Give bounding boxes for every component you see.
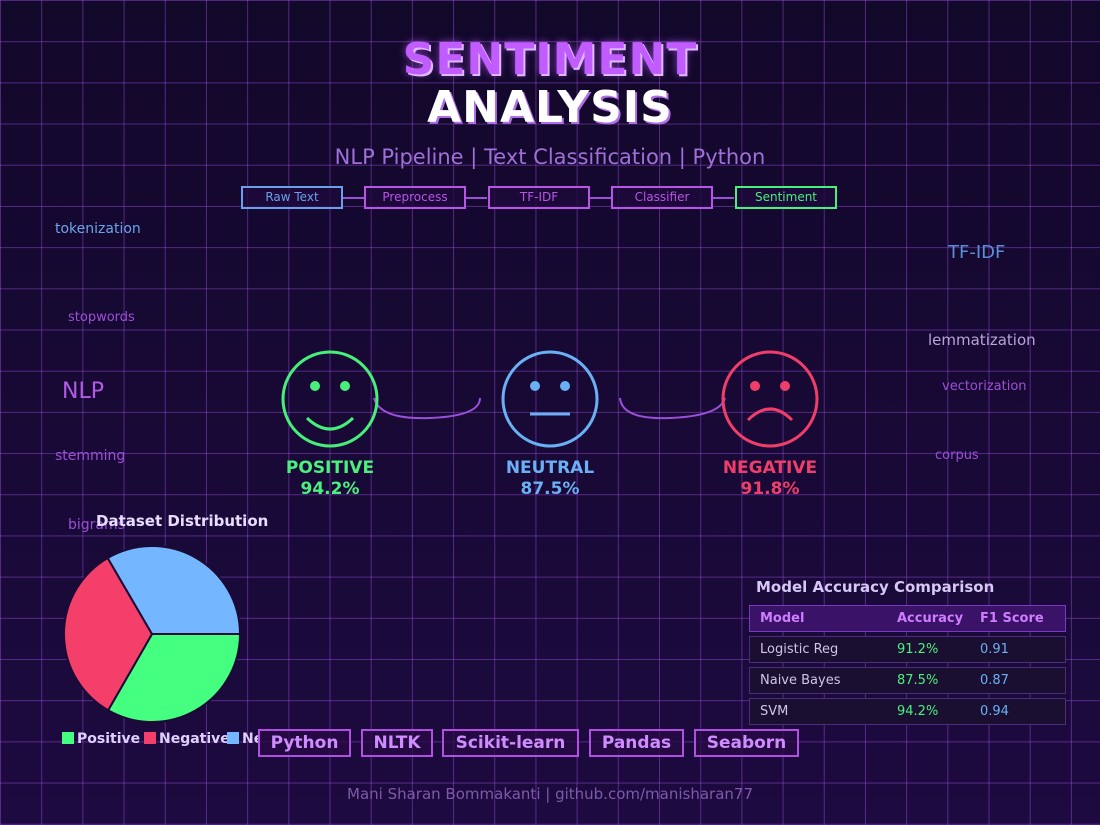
legend-label: Ne <box>242 731 259 747</box>
word-bigrams: bigrams <box>68 517 125 533</box>
pipeline-step-tfidf: TF-IDF <box>488 186 590 209</box>
cell-accuracy: 94.2% <box>897 704 939 719</box>
pie-chart <box>63 545 242 723</box>
neutral-label: NEUTRAL <box>505 458 595 478</box>
header-f1: F1 Score <box>980 611 1044 626</box>
face-connector <box>373 397 481 420</box>
face-connector <box>619 397 726 420</box>
neutral-face-icon <box>501 350 599 448</box>
pipeline-step-sentiment: Sentiment <box>735 186 837 209</box>
cell-f1: 0.87 <box>980 673 1009 688</box>
table-row: Naive Bayes 87.5% 0.87 <box>749 667 1066 694</box>
legend-swatch-neutral <box>227 732 239 744</box>
title-line-1: SENTIMENT <box>402 34 698 85</box>
legend-label: Positive <box>77 731 141 747</box>
legend-negative: Negative <box>144 731 230 747</box>
header-accuracy: Accuracy <box>897 611 964 626</box>
negative-label: NEGATIVE <box>722 458 818 478</box>
pie-slice-negative <box>63 556 154 712</box>
legend-swatch-negative <box>144 732 156 744</box>
title-line-2: ANALYSIS <box>427 82 673 133</box>
pipeline-connector <box>713 197 734 199</box>
table-title: Model Accuracy Comparison <box>756 578 995 596</box>
word-nlp: NLP <box>62 379 104 404</box>
footer-credit: Mani Sharan Bommakanti | github.com/mani… <box>347 785 753 803</box>
positive-label: POSITIVE <box>285 458 375 478</box>
word-corpus: corpus <box>935 448 979 463</box>
tag-pandas: Pandas <box>589 729 684 757</box>
table-row: SVM 94.2% 0.94 <box>749 698 1066 725</box>
pipeline-connector <box>590 197 611 199</box>
legend-label: Negative <box>159 731 230 747</box>
sad-face-icon <box>721 350 819 448</box>
word-tokenization: tokenization <box>55 221 141 237</box>
tag-python: Python <box>258 729 351 757</box>
cell-f1: 0.91 <box>980 642 1009 657</box>
legend-swatch-positive <box>62 732 74 744</box>
cell-model: SVM <box>760 704 789 719</box>
smile-face-icon <box>281 350 379 448</box>
pie-chart-title: Dataset Distribution <box>96 512 269 530</box>
word-stopwords: stopwords <box>68 310 135 325</box>
pipeline-step-classifier: Classifier <box>611 186 713 209</box>
negative-value: 91.8% <box>740 479 800 499</box>
cell-model: Naive Bayes <box>760 673 841 688</box>
pipeline-connector <box>466 197 487 199</box>
table-row: Logistic Reg 91.2% 0.91 <box>749 636 1066 663</box>
pipeline-connector <box>343 197 364 199</box>
cell-accuracy: 87.5% <box>897 673 939 688</box>
pipeline-step-raw-text: Raw Text <box>241 186 343 209</box>
legend-neutral: Ne <box>227 731 259 747</box>
neutral-value: 87.5% <box>520 479 580 499</box>
tag-seaborn: Seaborn <box>694 729 799 757</box>
pie-slice-neutral <box>106 545 242 635</box>
header-model: Model <box>760 611 805 626</box>
cell-model: Logistic Reg <box>760 642 839 657</box>
pie-slice-positive <box>106 633 242 723</box>
word-stemming: stemming <box>55 448 126 464</box>
word-lemmatization: lemmatization <box>928 331 1036 349</box>
positive-value: 94.2% <box>300 479 360 499</box>
subtitle: NLP Pipeline | Text Classification | Pyt… <box>334 145 766 169</box>
cell-accuracy: 91.2% <box>897 642 939 657</box>
word-vectorization: vectorization <box>942 379 1027 394</box>
tag-nltk: NLTK <box>361 729 433 757</box>
pipeline-step-preprocess: Preprocess <box>364 186 466 209</box>
cell-f1: 0.94 <box>980 704 1009 719</box>
table-header-row: Model Accuracy F1 Score <box>749 605 1066 632</box>
legend-positive: Positive <box>62 731 140 747</box>
tag-scikit-learn: Scikit-learn <box>442 729 579 757</box>
word-tfidf: TF-IDF <box>948 242 1006 263</box>
